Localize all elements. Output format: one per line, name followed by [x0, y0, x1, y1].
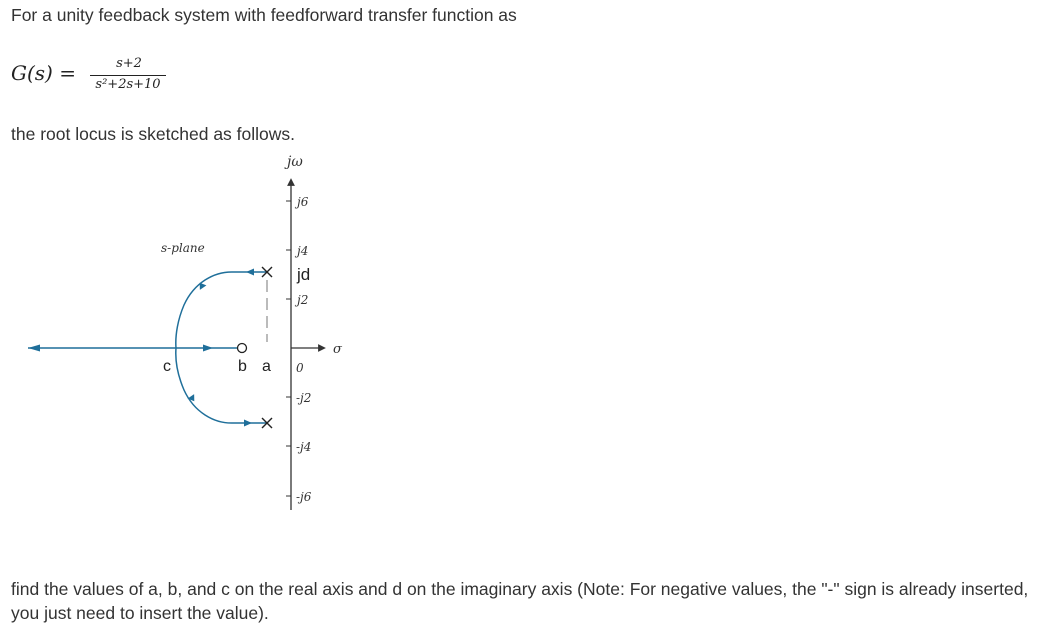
equation-numerator: s+2: [116, 56, 142, 71]
real-label-a: a: [262, 358, 271, 375]
lower-branch: [175, 347, 267, 424]
tick-label-j2: j2: [294, 293, 308, 307]
root-locus-sentence: the root locus is sketched as follows.: [11, 124, 296, 144]
equation-lhs: G(s) =: [11, 61, 76, 85]
s-plane-label: s-plane: [161, 241, 205, 255]
jw-label: jω: [284, 154, 303, 170]
imag-ticks: [286, 200, 291, 497]
sigma-label: σ: [333, 342, 343, 357]
pole-lower: [261, 417, 273, 429]
upper-branch-arrow: [246, 268, 254, 276]
real-label-c: c: [163, 358, 171, 375]
tick-label-mj2: -j2: [296, 391, 311, 405]
intro-text: For a unity feedback system with feedfor…: [11, 5, 517, 25]
fraction-bar: [90, 75, 166, 76]
tick-label-j6: j6: [294, 195, 309, 209]
zero-marker: [236, 342, 248, 354]
arrow-left: [28, 344, 40, 352]
upper-branch: [175, 271, 267, 349]
lower-mid-arrow: [187, 394, 195, 402]
lower-branch-arrow: [244, 419, 252, 427]
tick-label-mj4: -j4: [296, 440, 311, 454]
question-text: find the values of a, b, and c on the re…: [11, 579, 1029, 623]
tick-label-0: 0: [296, 361, 304, 375]
equation-denominator: s²+2s+10: [95, 77, 161, 92]
tick-label-j4: j4: [294, 244, 308, 258]
arrow-right: [203, 344, 213, 352]
real-label-b: b: [238, 358, 247, 375]
pole-upper: [261, 266, 273, 278]
tick-label-mj6: -j6: [296, 490, 312, 504]
upper-mid-arrow: [199, 282, 207, 290]
tick-label-jd: jd: [296, 265, 310, 284]
